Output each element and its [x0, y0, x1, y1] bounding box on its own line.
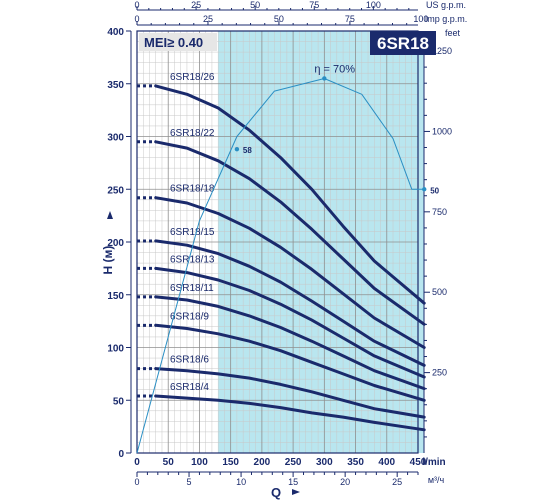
- imp-gpm-tick-label: 50: [274, 14, 284, 24]
- x-tick-label: 0: [134, 457, 140, 468]
- y-tick-label: 350: [107, 80, 124, 91]
- x-tick-label: 350: [347, 457, 364, 468]
- left-axis: 0 50 100 150 200 250 300 350 400: [107, 27, 132, 460]
- series-line: [154, 295, 426, 391]
- x-tick-label: 150: [222, 457, 239, 468]
- series-6SR18-4: 6SR18/4: [137, 382, 426, 432]
- efficiency-curve: 58 50 η = 70%: [136, 63, 440, 454]
- x-unit-lmin: l/min: [422, 457, 445, 468]
- efficiency-marker-label: 58: [243, 146, 252, 155]
- efficiency-marker: [234, 146, 240, 152]
- series-label: 6SR18/15: [170, 227, 215, 238]
- imp-gpm-tick-label: 75: [345, 14, 355, 24]
- x-tick-label: 200: [254, 457, 271, 468]
- us-gpm-tick-label: 50: [250, 0, 260, 10]
- model-badge: [370, 31, 436, 55]
- series-line: [154, 196, 426, 349]
- series-line: [154, 367, 426, 419]
- x-axis-title: Q: [271, 485, 281, 500]
- mei-label: MEI≥ 0.40: [144, 35, 203, 50]
- series-line: [154, 239, 426, 367]
- imp-gpm-tick-label: 25: [203, 14, 213, 24]
- m3h-tick-label: 0: [134, 477, 139, 487]
- efficiency-line: [136, 78, 425, 454]
- x-tick-label: 50: [163, 457, 175, 468]
- y-tick-label: 400: [107, 27, 124, 38]
- feet-tick-label: 250: [432, 368, 447, 378]
- series-6SR18-22: 6SR18/22: [137, 128, 426, 326]
- m3h-tick-label: 25: [392, 477, 402, 487]
- efficiency-marker: [422, 187, 427, 192]
- series-label: 6SR18/26: [170, 72, 215, 83]
- m3h-tick-label: 5: [187, 477, 192, 487]
- us-gpm-tick-label: 100: [366, 0, 381, 10]
- imp-gpm-tick-label: 100: [413, 14, 428, 24]
- series-line: [154, 84, 426, 305]
- y-tick-label: 50: [113, 396, 125, 407]
- x-axis-arrow-icon: [292, 489, 300, 495]
- series-line: [154, 140, 426, 326]
- feet-tick-label: 1250: [432, 46, 452, 56]
- series-6SR18-9: 6SR18/9: [137, 311, 426, 402]
- series-label: 6SR18/18: [170, 184, 215, 195]
- x-tick-label: 100: [191, 457, 208, 468]
- series-label: 6SR18/13: [170, 254, 215, 265]
- x-tick-label: 400: [378, 457, 395, 468]
- feet-tick-label: 1000: [432, 126, 452, 136]
- imp-gpm-unit-label: Imp g.p.m.: [425, 14, 468, 24]
- series-label: 6SR18/4: [170, 382, 209, 393]
- x-tick-label: 450: [410, 457, 427, 468]
- x-unit-m3h: м³/ч: [428, 475, 445, 485]
- x-tick-label: 300: [316, 457, 333, 468]
- right-axis: feet 250 500 750 1000 1250: [423, 28, 461, 453]
- y-tick-label: 200: [107, 238, 124, 249]
- series-6SR18-6: 6SR18/6: [137, 355, 426, 419]
- y-axis-title: H (м): [101, 246, 115, 275]
- us-gpm-tick-label: 0: [134, 0, 139, 10]
- series-line: [154, 266, 426, 379]
- series-line: [154, 394, 426, 432]
- y-axis-arrow-icon: [107, 211, 113, 219]
- us-gpm-tick-label: 25: [191, 0, 201, 10]
- series-6SR18-26: 6SR18/26: [137, 72, 426, 305]
- m3h-tick-label: 15: [288, 477, 298, 487]
- feet-tick-label: 750: [432, 207, 447, 217]
- head-curves: 6SR18/26 6SR18/22 6SR18/18 6SR18/15 6SR18/13…: [137, 72, 426, 432]
- y-tick-label: 150: [107, 291, 124, 302]
- mei-badge: [139, 33, 217, 51]
- x-tick-label: 250: [285, 457, 302, 468]
- efficiency-label: η = 70%: [314, 63, 355, 75]
- m3h-tick-label: 10: [236, 477, 246, 487]
- series-label: 6SR18/9: [170, 311, 209, 322]
- right-axis-unit: feet: [445, 28, 461, 38]
- series-label: 6SR18/22: [170, 128, 215, 139]
- m3h-tick-label: 20: [340, 477, 350, 487]
- imp-gpm-tick-label: 0: [134, 14, 139, 24]
- series-label: 6SR18/11: [170, 283, 214, 294]
- feet-tick-label: 500: [432, 287, 447, 297]
- y-tick-label: 0: [118, 449, 124, 460]
- series-line: [154, 323, 426, 402]
- series-6SR18-15: 6SR18/15: [137, 227, 426, 367]
- us-gpm-unit-label: US g.p.m.: [426, 0, 466, 10]
- efficiency-marker-label: 50: [430, 186, 439, 195]
- us-gpm-tick-label: 75: [309, 0, 319, 10]
- series-label: 6SR18/6: [170, 355, 209, 366]
- y-tick-label: 100: [107, 344, 124, 355]
- series-6SR18-18: 6SR18/18: [137, 184, 426, 349]
- efficiency-marker: [322, 76, 327, 81]
- model-title: 6SR18: [377, 34, 429, 53]
- y-tick-label: 250: [107, 185, 124, 196]
- y-tick-label: 300: [107, 133, 124, 144]
- series-6SR18-11: 6SR18/11: [137, 283, 426, 391]
- series-6SR18-13: 6SR18/13: [137, 254, 426, 379]
